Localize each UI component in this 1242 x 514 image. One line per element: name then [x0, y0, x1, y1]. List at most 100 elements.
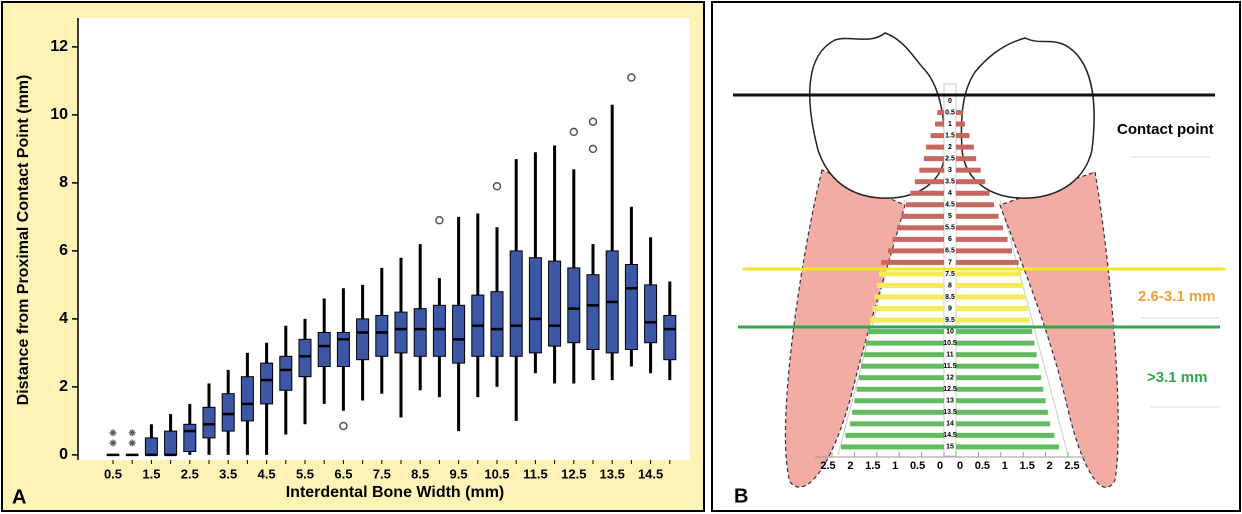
x-tick-label: 1.5: [865, 460, 880, 472]
bar-right: [956, 398, 1046, 404]
bar-right: [956, 421, 1051, 427]
bar-left: [896, 225, 944, 231]
box: [528, 257, 542, 354]
bar-right: [956, 432, 1055, 438]
bar-right: [956, 329, 1033, 335]
x-tick-label: 2.5: [1064, 460, 1079, 472]
bar-left: [879, 271, 944, 277]
panel-b-diagram: Contact point 2.6-3.1 mm >3.1 mm B: [733, 32, 1225, 507]
bar-right: [956, 409, 1048, 415]
bar-right: [956, 167, 981, 173]
bar-left: [854, 398, 944, 404]
box: [452, 304, 466, 364]
box: [279, 355, 293, 391]
row-label: 5.5: [945, 225, 955, 232]
bar-left: [856, 386, 944, 392]
row-label: 9: [948, 305, 952, 312]
x-tick-label: 1: [892, 460, 898, 472]
bar-right: [956, 179, 986, 185]
bar-right: [956, 375, 1042, 381]
bar-right: [956, 282, 1024, 288]
bar-left: [865, 340, 944, 346]
outlier: [588, 144, 598, 154]
x-tick-label: 3.5: [219, 466, 237, 481]
row-label: 7.5: [945, 271, 955, 278]
bar-left: [876, 282, 944, 288]
annotation: Contact point: [1117, 121, 1214, 138]
box: [490, 291, 504, 357]
bar-left: [861, 363, 944, 369]
bar-right: [956, 259, 1019, 265]
bar-right: [956, 133, 970, 139]
bar-left: [840, 444, 944, 450]
bar-right: [956, 317, 1030, 323]
row-label: 4.5: [945, 202, 955, 209]
x-tick-label: 2: [847, 460, 853, 472]
row-label: 14.5: [943, 432, 957, 439]
outlier: [588, 117, 598, 126]
x-tick-label: 10.5: [484, 466, 509, 481]
row-label: 0.5: [945, 109, 955, 116]
x-tick-label: 2.5: [820, 460, 835, 472]
row-label: 8.5: [945, 294, 955, 301]
outlier: [569, 127, 579, 137]
row-label: 12.5: [943, 386, 957, 393]
row-label: 1: [948, 121, 952, 128]
x-tick-label: 2: [1047, 460, 1053, 472]
annotation: >3.1 mm: [1147, 369, 1207, 386]
bar-left: [874, 294, 944, 300]
row-label: 11: [946, 352, 954, 359]
panel-label: A: [12, 486, 26, 508]
x-tick-label: 4.5: [258, 466, 276, 481]
box: [336, 332, 350, 367]
row-label: 7: [948, 259, 952, 266]
y-tick-label: 8: [59, 174, 68, 191]
extreme-outlier: [128, 439, 136, 447]
bar-right: [956, 363, 1039, 369]
bar-left: [881, 259, 944, 265]
bar-right: [956, 248, 1012, 254]
bar-right: [956, 225, 1004, 231]
x-tick-label: 12.5: [561, 466, 586, 481]
x-tick-label: 1: [1002, 460, 1008, 472]
annotation: 2.6-3.1 mm: [1138, 288, 1216, 305]
row-label: 10.5: [943, 340, 957, 347]
box: [356, 318, 370, 361]
bar-left: [852, 409, 944, 415]
extreme-outlier: [128, 429, 136, 437]
bar-left: [858, 375, 944, 381]
outlier: [627, 73, 636, 82]
bar-left: [919, 167, 944, 173]
bar-left: [892, 236, 944, 242]
row-label: 10: [946, 328, 954, 335]
y-tick-label: 12: [50, 38, 68, 55]
row-label: 3: [948, 167, 952, 174]
bar-right: [956, 352, 1037, 358]
x-tick-label: 0.5: [975, 460, 990, 472]
row-label: 6.5: [945, 248, 955, 255]
x-tick-label: 1.5: [1020, 460, 1035, 472]
x-tick-label: 5.5: [296, 466, 314, 481]
bar-right: [956, 271, 1021, 277]
bar-left: [910, 190, 944, 196]
row-label: 5: [948, 213, 952, 220]
box: [317, 332, 331, 367]
bar-left: [923, 156, 944, 162]
outlier: [435, 216, 444, 225]
box: [183, 423, 197, 452]
y-tick-label: 6: [59, 242, 68, 259]
bar-left: [872, 306, 944, 312]
box: [298, 338, 312, 378]
outlier: [339, 421, 348, 431]
row-label: 13: [946, 398, 954, 405]
bar-left: [914, 179, 944, 185]
box: [567, 267, 581, 344]
row-label: 2: [948, 144, 952, 151]
x-tick-label: 1.5: [142, 466, 160, 481]
box: [144, 437, 158, 456]
row-label: 15: [946, 444, 954, 451]
x-tick-label: 0.5: [910, 460, 925, 472]
row-label: 2.5: [945, 155, 955, 162]
x-tick-label: 0: [937, 460, 943, 472]
